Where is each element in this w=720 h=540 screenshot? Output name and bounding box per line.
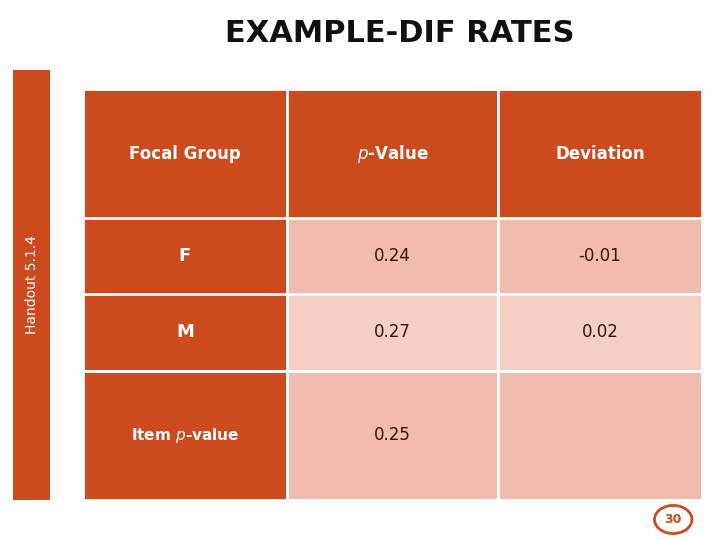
Text: $p$-Value: $p$-Value [356,143,428,165]
Bar [83,89,287,218]
Text: F: F [179,247,191,265]
Bar [83,294,287,370]
Bar [287,89,498,218]
Text: 0.02: 0.02 [581,323,618,341]
Text: M: M [176,323,194,341]
Bar [287,370,498,500]
Text: 0.25: 0.25 [374,426,411,444]
Text: -0.01: -0.01 [578,247,621,265]
Bar [498,370,702,500]
Bar [498,218,702,294]
Text: Item $p$-value: Item $p$-value [131,426,239,444]
Bar [498,89,702,218]
Text: 0.27: 0.27 [374,323,411,341]
Bar [498,294,702,370]
Text: Focal Group: Focal Group [129,145,241,163]
Bar [83,370,287,500]
Text: Handout 5.1.4: Handout 5.1.4 [24,235,39,334]
Bar [83,218,287,294]
Text: EXAMPLE-DIF RATES: EXAMPLE-DIF RATES [225,19,575,48]
Bar [13,70,50,500]
Text: 0.24: 0.24 [374,247,411,265]
Text: 30: 30 [665,513,682,526]
Bar [287,294,498,370]
Bar [287,218,498,294]
Text: Deviation: Deviation [555,145,644,163]
